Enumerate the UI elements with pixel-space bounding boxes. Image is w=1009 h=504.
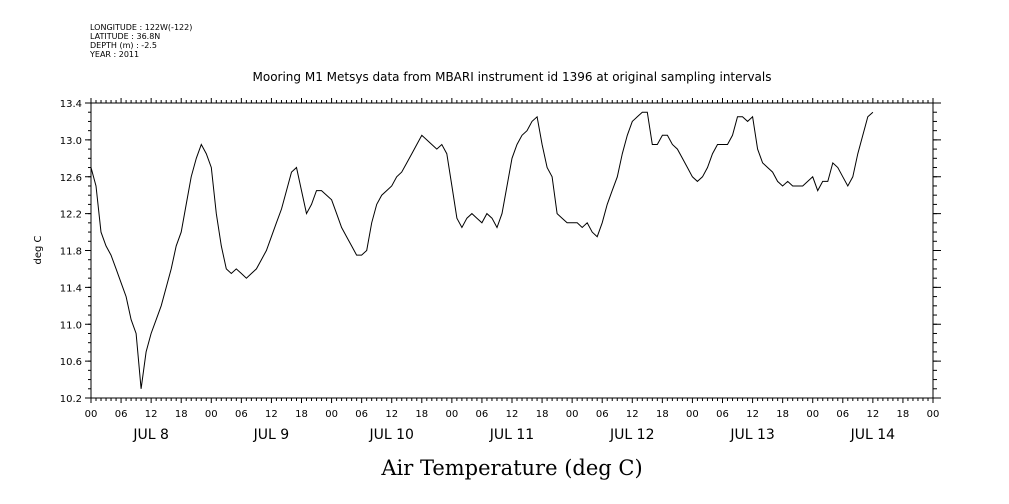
x-tick-label: 00 [927, 409, 940, 420]
x-tick-label: 18 [295, 409, 308, 420]
y-axis-label: deg C [33, 235, 44, 264]
chart-title: Mooring M1 Metsys data from MBARI instru… [253, 70, 772, 84]
y-tick-label: 13.4 [60, 99, 82, 110]
x-tick-label: 00 [205, 409, 218, 420]
x-tick-label: 18 [536, 409, 549, 420]
x-tick-label: 06 [235, 409, 248, 420]
x-day-label: JUL 11 [489, 427, 534, 443]
y-tick-label: 12.2 [60, 210, 82, 221]
x-tick-label: 06 [716, 409, 729, 420]
meta-depth: DEPTH (m) : -2.5 [90, 41, 157, 50]
y-axis-left: 10.2 10.6 11.0 11.4 11.8 12.2 12.6 13.0 13.4 [60, 99, 91, 405]
x-tick-label: 18 [415, 409, 428, 420]
x-tick-label: 12 [746, 409, 759, 420]
x-tick-label: 00 [686, 409, 699, 420]
x-tick-label: 00 [325, 409, 338, 420]
y-tick-label: 13.0 [60, 136, 82, 147]
meta-longitude: LONGITUDE : 122W(-122) [90, 23, 192, 32]
x-tick-label: 12 [626, 409, 639, 420]
meta-year: YEAR : 2011 [89, 50, 139, 59]
metadata-block: LONGITUDE : 122W(-122) LATITUDE : 36.8N … [89, 23, 192, 59]
temperature-series-line [90, 111, 874, 389]
x-tick-label: 06 [596, 409, 609, 420]
y-axis-right [933, 102, 941, 399]
x-day-label: JUL 13 [729, 427, 774, 443]
x-day-label: JUL 10 [368, 427, 413, 443]
y-tick-label: 11.4 [60, 283, 82, 294]
x-tick-label: 12 [145, 409, 158, 420]
y-tick-label: 11.0 [60, 320, 82, 331]
x-tick-label: 12 [385, 409, 398, 420]
x-day-label: JUL 14 [850, 427, 896, 443]
x-tick-label: 00 [566, 409, 579, 420]
y-tick-label: 10.2 [60, 394, 82, 405]
x-tick-label: 00 [445, 409, 458, 420]
x-tick-label: 00 [806, 409, 819, 420]
x-tick-label: 12 [506, 409, 519, 420]
x-tick-label: 00 [85, 409, 98, 420]
x-axis-title: Air Temperature (deg C) [380, 456, 642, 480]
x-tick-label: 12 [265, 409, 278, 420]
x-tick-label: 06 [836, 409, 849, 420]
y-tick-label: 10.6 [60, 357, 82, 368]
y-tick-label: 12.6 [60, 173, 82, 184]
x-day-label: JUL 12 [609, 427, 654, 443]
meta-latitude: LATITUDE : 36.8N [90, 32, 160, 41]
x-tick-label: 18 [175, 409, 188, 420]
x-tick-label: 06 [115, 409, 128, 420]
x-day-label: JUL 9 [253, 427, 290, 443]
x-tick-label: 12 [866, 409, 879, 420]
x-tick-label: 18 [656, 409, 669, 420]
y-tick-label: 11.8 [60, 247, 82, 258]
x-tick-label: 06 [355, 409, 368, 420]
x-tick-label: 18 [897, 409, 910, 420]
x-tick-label: 18 [776, 409, 789, 420]
x-axis: 00 06 12 18 00 06 12 18 00 06 12 18 00 06 12 18 00 06 12 18… [85, 409, 940, 420]
minor-ticks [90, 98, 934, 403]
day-labels: JUL 8 JUL 9 JUL 10 JUL 11 JUL 12 JUL 13 JUL 14 [132, 427, 895, 443]
x-day-label: JUL 8 [132, 427, 169, 443]
x-tick-label: 06 [476, 409, 489, 420]
plot-frame [90, 102, 934, 399]
